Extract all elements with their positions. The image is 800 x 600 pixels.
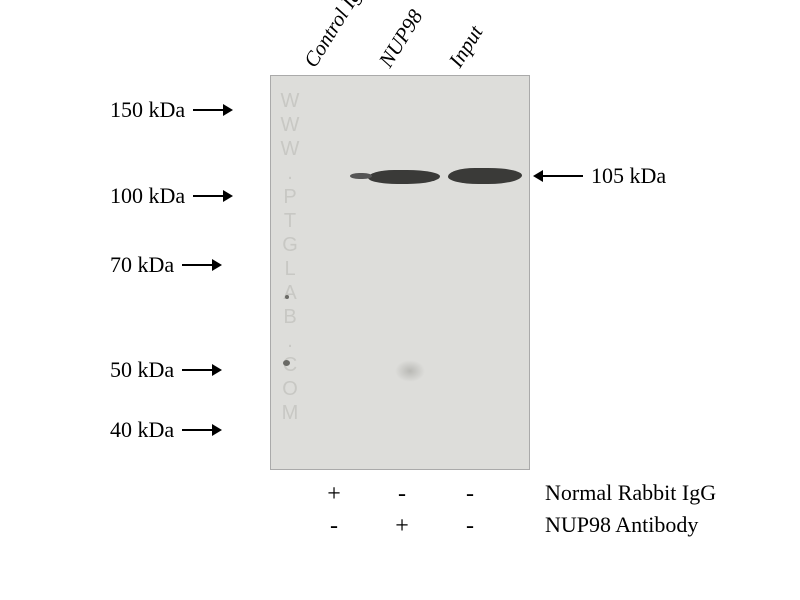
ladder-50-label: 50 kDa <box>110 357 174 383</box>
lane-label-control-igg: Control IgG <box>299 0 375 72</box>
blot-membrane <box>270 75 530 470</box>
condition-label-normal-igg: Normal Rabbit IgG <box>545 480 716 506</box>
band-nup98-tail <box>350 173 372 179</box>
lane-label-nup98: NUP98 <box>374 5 429 72</box>
ladder-40: 40 kDa <box>110 420 220 440</box>
cond-r1-c2: - <box>436 510 504 542</box>
ladder-50: 50 kDa <box>110 360 220 380</box>
cond-r1-c0: - <box>300 510 368 542</box>
arrow-right-icon <box>182 264 220 266</box>
lane-label-input: Input <box>444 21 489 72</box>
condition-grid: + - - - + - <box>300 478 504 542</box>
artifact-smudge <box>395 360 425 382</box>
cond-r0-c0: + <box>300 478 368 510</box>
artifact-speck-1 <box>283 360 290 366</box>
cond-r1-c1: + <box>368 510 436 542</box>
ladder-100: 100 kDa <box>110 186 231 206</box>
band-input-lane <box>448 168 522 184</box>
arrow-right-icon <box>193 109 231 111</box>
ladder-70-label: 70 kDa <box>110 252 174 278</box>
artifact-speck-2 <box>285 295 289 299</box>
ladder-100-label: 100 kDa <box>110 183 185 209</box>
arrow-left-icon <box>535 175 583 177</box>
target-band-row: 105 kDa <box>535 166 666 186</box>
ladder-40-label: 40 kDa <box>110 417 174 443</box>
target-band-label: 105 kDa <box>591 163 666 189</box>
ladder-70: 70 kDa <box>110 255 220 275</box>
cond-r0-c2: - <box>436 478 504 510</box>
ladder-150: 150 kDa <box>110 100 231 120</box>
arrow-right-icon <box>193 195 231 197</box>
ladder-150-label: 150 kDa <box>110 97 185 123</box>
condition-label-nup98-antibody: NUP98 Antibody <box>545 512 698 538</box>
arrow-right-icon <box>182 429 220 431</box>
cond-r0-c1: - <box>368 478 436 510</box>
arrow-right-icon <box>182 369 220 371</box>
figure-root: WWW.PTGLAB.COM Control IgG NUP98 Input 1… <box>0 0 800 600</box>
band-nup98-lane <box>368 170 440 184</box>
